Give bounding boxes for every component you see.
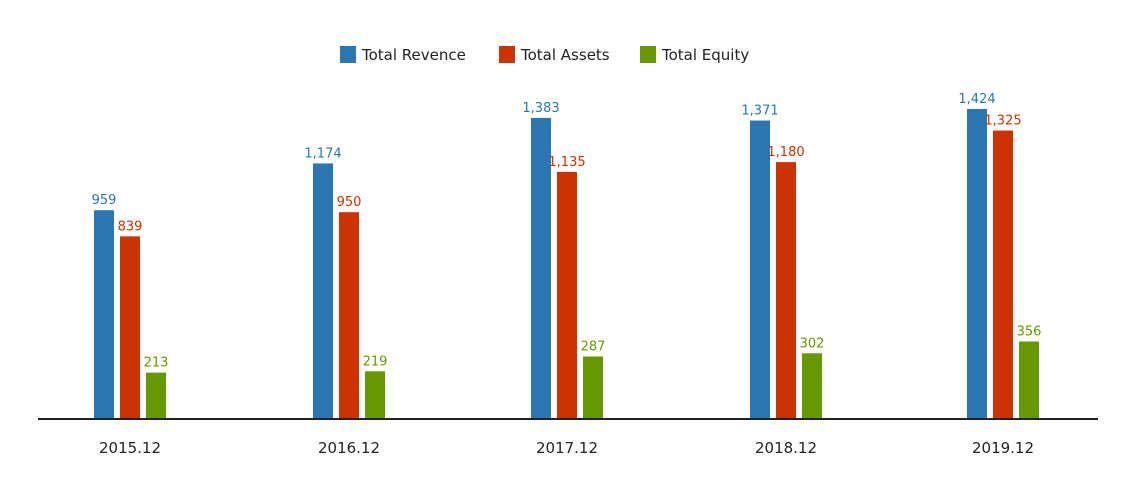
value-label-1-2017.12: 1,383	[522, 101, 559, 116]
legend-swatch-1	[340, 46, 356, 63]
legend-swatch-3	[640, 46, 656, 63]
bar-1-2018.12	[750, 120, 770, 420]
legend-swatch-2	[499, 46, 515, 63]
legend: Total Revence Total Assets Total Equity	[340, 46, 749, 64]
value-label-2-2019.12: 1,325	[984, 114, 1021, 129]
bar-3-2017.12	[583, 356, 603, 419]
value-label-2-2017.12: 1,135	[548, 155, 585, 170]
bar-2-2017.12	[557, 171, 577, 419]
bar-2-2015.12	[120, 236, 140, 419]
bar-3-2015.12	[146, 372, 166, 419]
value-label-2-2015.12: 839	[118, 219, 143, 234]
x-tick-label: 2018.12	[755, 439, 817, 457]
bar-1-2019.12	[967, 108, 987, 419]
value-label-1-2016.12: 1,174	[304, 146, 341, 161]
value-label-3-2019.12: 356	[1017, 324, 1042, 339]
value-label-1-2019.12: 1,424	[958, 92, 995, 107]
value-label-1-2018.12: 1,371	[741, 104, 778, 119]
bar-1-2017.12	[531, 117, 551, 419]
legend-label-3: Total Equity	[661, 46, 749, 64]
x-tick-label: 2019.12	[972, 439, 1034, 457]
value-label-3-2015.12: 213	[144, 356, 169, 371]
value-label-3-2017.12: 287	[581, 340, 606, 355]
bar-2-2018.12	[776, 162, 796, 419]
bars-group	[94, 108, 1039, 420]
value-label-2-2018.12: 1,180	[767, 145, 804, 160]
legend-label-1: Total Revence	[361, 46, 466, 64]
bar-1-2016.12	[313, 163, 333, 419]
bar-2-2019.12	[993, 130, 1013, 420]
x-tick-labels: 2015.12 2016.12 2017.12 2018.12 2019.12	[99, 439, 1034, 457]
value-label-3-2018.12: 302	[800, 336, 825, 351]
value-label-2-2016.12: 950	[337, 195, 362, 210]
legend-label-2: Total Assets	[520, 46, 610, 64]
bar-2-2016.12	[339, 212, 359, 419]
x-tick-label: 2015.12	[99, 439, 161, 457]
x-tick-label: 2017.12	[536, 439, 598, 457]
value-label-3-2016.12: 219	[363, 354, 388, 369]
bar-1-2015.12	[94, 210, 114, 419]
x-tick-label: 2016.12	[318, 439, 380, 457]
bar-3-2016.12	[365, 371, 385, 419]
bar-3-2019.12	[1019, 341, 1039, 419]
bar-3-2018.12	[802, 353, 822, 419]
value-label-1-2015.12: 959	[92, 193, 117, 208]
